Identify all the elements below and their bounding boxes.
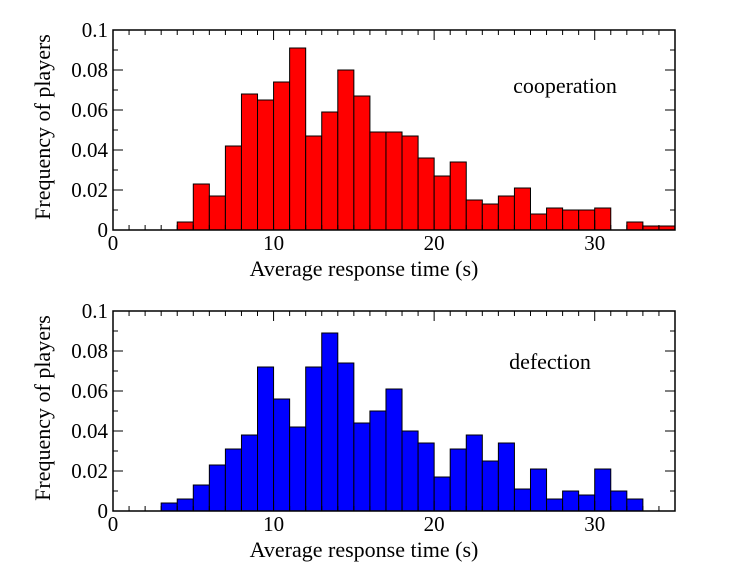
histogram-bar: [257, 366, 275, 512]
chart-panel-2: 0 10 20 30 0 0.02 0.04 0.06 0.08 0.1 Average respo…: [30, 299, 676, 562]
histogram-bar: [433, 175, 451, 231]
histogram-bar: [192, 183, 210, 231]
y-axis-label: Frequency of players: [30, 315, 55, 501]
histogram-bar: [401, 430, 419, 512]
histogram-bar: [513, 488, 531, 512]
y-tick-label: 0.1: [82, 299, 108, 323]
histogram-bar: [305, 366, 323, 512]
y-tick-label: 0.08: [71, 339, 108, 363]
histogram-bar: [176, 498, 194, 512]
histogram-bar: [529, 213, 548, 231]
x-tick-label: 30: [584, 231, 605, 255]
histogram-bar: [289, 47, 307, 231]
y-tick-label: 0.06: [71, 98, 108, 122]
histogram-bar: [546, 207, 564, 231]
histogram-bar: [353, 422, 371, 512]
histogram-bar: [321, 332, 339, 512]
x-axis-label: Average response time (s): [250, 256, 479, 281]
histogram-bar: [449, 161, 467, 231]
histogram-bar: [562, 209, 580, 231]
y-tick-label: 0.04: [71, 138, 108, 162]
y-axis-label: Frequency of players: [30, 34, 55, 220]
histogram-bar: [305, 135, 323, 231]
histogram-bar: [273, 81, 291, 231]
histogram-bar: [417, 157, 435, 231]
histogram-bar: [546, 498, 564, 512]
histogram-bar: [353, 95, 371, 231]
histogram-bar: [497, 442, 515, 512]
x-tick-label: 0: [108, 512, 119, 536]
histogram-bar: [626, 221, 644, 231]
histogram-bar: [385, 131, 403, 231]
histogram-bar: [594, 468, 612, 512]
histogram-bar: [465, 199, 483, 231]
histogram-bar: [465, 434, 483, 512]
histogram-bar: [481, 203, 499, 231]
panel-annotation: defection: [509, 349, 591, 374]
y-tick-label: 0.04: [71, 419, 108, 443]
histogram-bar: [160, 502, 178, 512]
histogram-bar: [417, 442, 435, 512]
x-tick-label: 30: [584, 512, 605, 536]
histogram-bar: [337, 362, 355, 512]
histogram-bar: [208, 464, 226, 512]
x-tick-label: 20: [424, 231, 445, 255]
histogram-bar: [513, 187, 531, 231]
histogram-bar: [594, 207, 612, 231]
histogram-bar: [481, 460, 499, 512]
x-tick-label: 0: [108, 231, 119, 255]
histogram-bar: [240, 93, 259, 231]
x-axis-label: Average response time (s): [250, 537, 479, 562]
histogram-bar: [273, 398, 291, 512]
y-tick-label: 0.08: [71, 58, 108, 82]
x-tick-label: 10: [263, 512, 284, 536]
histogram-bar: [289, 426, 307, 512]
histogram-bar: [529, 468, 548, 512]
y-tick-label: 0: [98, 218, 109, 242]
y-tick-label: 0: [98, 499, 109, 523]
y-tick-label: 0.02: [71, 459, 108, 483]
x-tick-label: 10: [263, 231, 284, 255]
histogram-bar: [626, 498, 644, 512]
histogram-bar: [433, 476, 451, 512]
histogram-bar: [401, 135, 419, 231]
histogram-bar: [192, 484, 210, 512]
histogram-bar: [369, 410, 387, 512]
histogram-bar: [562, 490, 580, 512]
histogram-bar: [208, 195, 226, 231]
histogram-bar: [224, 145, 242, 231]
histogram-bar: [240, 434, 259, 512]
histogram-bar: [578, 209, 596, 231]
histogram-bar: [257, 99, 275, 231]
chart-panel-1: 0 10 20 30 0 0.02 0.04 0.06 0.08 0.1 Average respo…: [30, 18, 676, 281]
histogram-bar: [224, 448, 242, 512]
histogram-bar: [321, 111, 339, 231]
histogram-bar: [337, 69, 355, 231]
histogram-bar: [610, 490, 628, 512]
histogram-bar: [497, 195, 515, 231]
histogram-bar: [176, 221, 194, 231]
x-tick-label: 20: [424, 512, 445, 536]
histogram-bar: [369, 131, 387, 231]
y-tick-label: 0.06: [71, 379, 108, 403]
histogram-bar: [578, 494, 596, 512]
y-tick-label: 0.02: [71, 178, 108, 202]
panel-annotation: cooperation: [513, 73, 617, 98]
y-tick-label: 0.1: [82, 18, 108, 42]
histogram-bar: [449, 448, 467, 512]
histogram-bar: [385, 388, 403, 512]
